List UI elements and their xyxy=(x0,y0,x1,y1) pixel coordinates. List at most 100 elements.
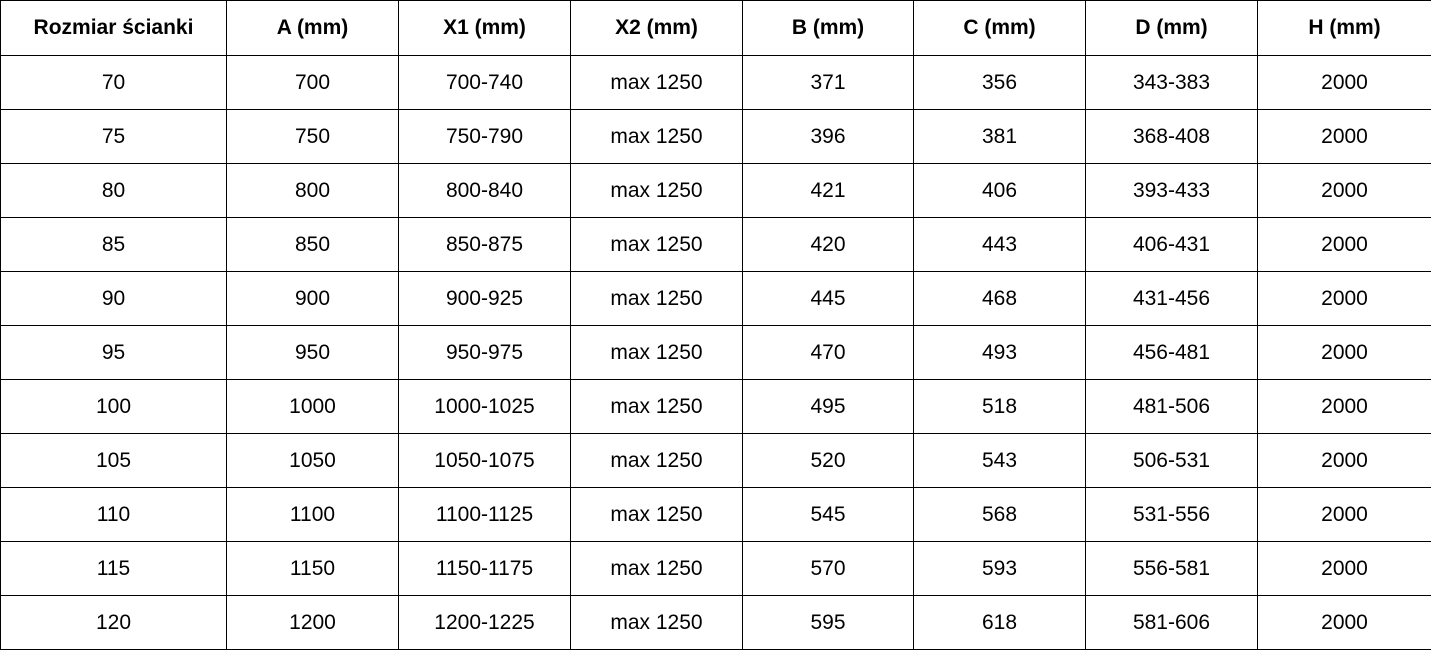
table-cell: 2000 xyxy=(1258,380,1431,434)
table-cell: 900-925 xyxy=(399,272,571,326)
table-cell: 2000 xyxy=(1258,110,1431,164)
table-cell: 2000 xyxy=(1258,596,1431,650)
table-cell: 90 xyxy=(1,272,227,326)
column-header: B (mm) xyxy=(743,1,914,56)
column-header: H (mm) xyxy=(1258,1,1431,56)
table-cell: 456-481 xyxy=(1086,326,1258,380)
table-cell: 595 xyxy=(743,596,914,650)
table-cell: max 1250 xyxy=(571,110,743,164)
table-cell: 100 xyxy=(1,380,227,434)
table-cell: 581-606 xyxy=(1086,596,1258,650)
column-header: D (mm) xyxy=(1086,1,1258,56)
table-cell: 2000 xyxy=(1258,164,1431,218)
table-cell: 545 xyxy=(743,488,914,542)
table-cell: 421 xyxy=(743,164,914,218)
table-cell: 2000 xyxy=(1258,326,1431,380)
table-cell: 950-975 xyxy=(399,326,571,380)
table-cell: 406-431 xyxy=(1086,218,1258,272)
table-cell: 95 xyxy=(1,326,227,380)
table-cell: max 1250 xyxy=(571,326,743,380)
table-cell: 381 xyxy=(914,110,1086,164)
table-cell: max 1250 xyxy=(571,56,743,110)
table-cell: 1200-1225 xyxy=(399,596,571,650)
table-cell: max 1250 xyxy=(571,218,743,272)
table-cell: 120 xyxy=(1,596,227,650)
table-cell: 470 xyxy=(743,326,914,380)
table-cell: 1150 xyxy=(227,542,399,596)
table-cell: 1150-1175 xyxy=(399,542,571,596)
table-cell: 2000 xyxy=(1258,218,1431,272)
table-cell: 850-875 xyxy=(399,218,571,272)
table-cell: 506-531 xyxy=(1086,434,1258,488)
table-cell: 1100 xyxy=(227,488,399,542)
column-header: Rozmiar ścianki xyxy=(1,1,227,56)
table-cell: 2000 xyxy=(1258,272,1431,326)
table-cell: 80 xyxy=(1,164,227,218)
table-cell: 531-556 xyxy=(1086,488,1258,542)
table-cell: 85 xyxy=(1,218,227,272)
table-cell: 115 xyxy=(1,542,227,596)
table-cell: 105 xyxy=(1,434,227,488)
column-header: X1 (mm) xyxy=(399,1,571,56)
table-cell: 2000 xyxy=(1258,56,1431,110)
table-cell: 543 xyxy=(914,434,1086,488)
table-cell: 570 xyxy=(743,542,914,596)
table-cell: 950 xyxy=(227,326,399,380)
table-cell: 396 xyxy=(743,110,914,164)
table-cell: 1050-1075 xyxy=(399,434,571,488)
table-cell: max 1250 xyxy=(571,596,743,650)
table-cell: 443 xyxy=(914,218,1086,272)
table-cell: 568 xyxy=(914,488,1086,542)
column-header: X2 (mm) xyxy=(571,1,743,56)
table-cell: 556-581 xyxy=(1086,542,1258,596)
table-cell: 800 xyxy=(227,164,399,218)
table-cell: 393-433 xyxy=(1086,164,1258,218)
table-cell: 700 xyxy=(227,56,399,110)
table-cell: max 1250 xyxy=(571,434,743,488)
table-cell: 800-840 xyxy=(399,164,571,218)
table-cell: 445 xyxy=(743,272,914,326)
table-cell: 1000-1025 xyxy=(399,380,571,434)
table-cell: 1050 xyxy=(227,434,399,488)
table-cell: 406 xyxy=(914,164,1086,218)
table-cell: 371 xyxy=(743,56,914,110)
table-cell: max 1250 xyxy=(571,272,743,326)
table-cell: 75 xyxy=(1,110,227,164)
table-cell: 700-740 xyxy=(399,56,571,110)
table-cell: 900 xyxy=(227,272,399,326)
table-cell: 1000 xyxy=(227,380,399,434)
table-cell: max 1250 xyxy=(571,488,743,542)
table-cell: 495 xyxy=(743,380,914,434)
table-cell: 1100-1125 xyxy=(399,488,571,542)
table-cell: 750-790 xyxy=(399,110,571,164)
table-cell: max 1250 xyxy=(571,380,743,434)
table-cell: 420 xyxy=(743,218,914,272)
column-header: C (mm) xyxy=(914,1,1086,56)
table-cell: 368-408 xyxy=(1086,110,1258,164)
table-cell: 2000 xyxy=(1258,542,1431,596)
table-cell: 468 xyxy=(914,272,1086,326)
table-cell: 518 xyxy=(914,380,1086,434)
table-cell: 356 xyxy=(914,56,1086,110)
table-cell: 593 xyxy=(914,542,1086,596)
table-cell: max 1250 xyxy=(571,164,743,218)
table-cell: 343-383 xyxy=(1086,56,1258,110)
column-header: A (mm) xyxy=(227,1,399,56)
table-cell: 750 xyxy=(227,110,399,164)
table-cell: 481-506 xyxy=(1086,380,1258,434)
table-cell: 2000 xyxy=(1258,488,1431,542)
table-cell: 110 xyxy=(1,488,227,542)
